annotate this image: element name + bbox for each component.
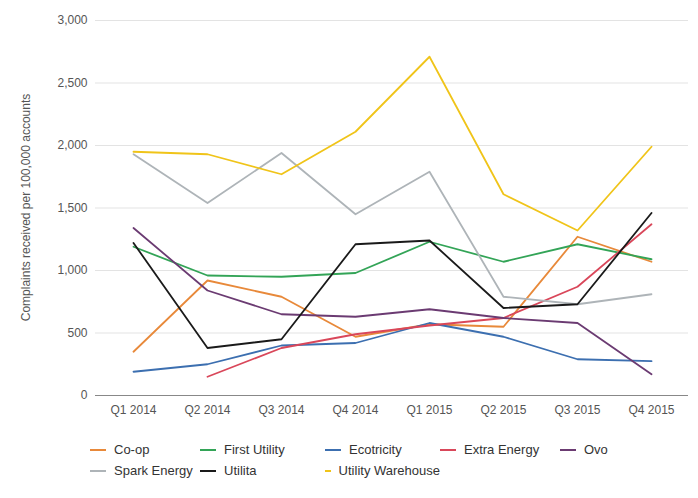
svg-text:2,000: 2,000 bbox=[57, 138, 87, 152]
html-text:Ecotricity: Ecotricity bbox=[349, 442, 402, 457]
html-text:Utility Warehouse: Utility Warehouse bbox=[338, 463, 440, 478]
svg-text:Q2 2014: Q2 2014 bbox=[184, 403, 230, 417]
svg-text:Q3 2015: Q3 2015 bbox=[554, 403, 600, 417]
html-text:First Utility: First Utility bbox=[224, 442, 285, 457]
svg-text:500: 500 bbox=[67, 326, 87, 340]
svg-text:1,500: 1,500 bbox=[57, 201, 87, 215]
html-text:Ovo: Ovo bbox=[584, 442, 608, 457]
svg-text:Q1 2015: Q1 2015 bbox=[406, 403, 452, 417]
svg-text:Complaints received per 100,00: Complaints received per 100,000 accounts bbox=[19, 94, 33, 321]
html-text:Utilita: Utilita bbox=[224, 463, 257, 478]
html-text:Extra Energy: Extra Energy bbox=[464, 442, 540, 457]
svg-text:Q3 2014: Q3 2014 bbox=[258, 403, 304, 417]
html-text:Spark Energy: Spark Energy bbox=[114, 463, 193, 478]
html-text:Co-op: Co-op bbox=[114, 442, 150, 457]
svg-text:0: 0 bbox=[81, 388, 88, 402]
svg-text:Q2 2015: Q2 2015 bbox=[480, 403, 526, 417]
svg-text:Q1 2014: Q1 2014 bbox=[110, 403, 156, 417]
svg-text:Q4 2015: Q4 2015 bbox=[628, 403, 674, 417]
svg-text:Q4 2014: Q4 2014 bbox=[332, 403, 378, 417]
svg-text:2,500: 2,500 bbox=[57, 76, 87, 90]
svg-text:3,000: 3,000 bbox=[57, 13, 87, 27]
svg-text:1,000: 1,000 bbox=[57, 263, 87, 277]
